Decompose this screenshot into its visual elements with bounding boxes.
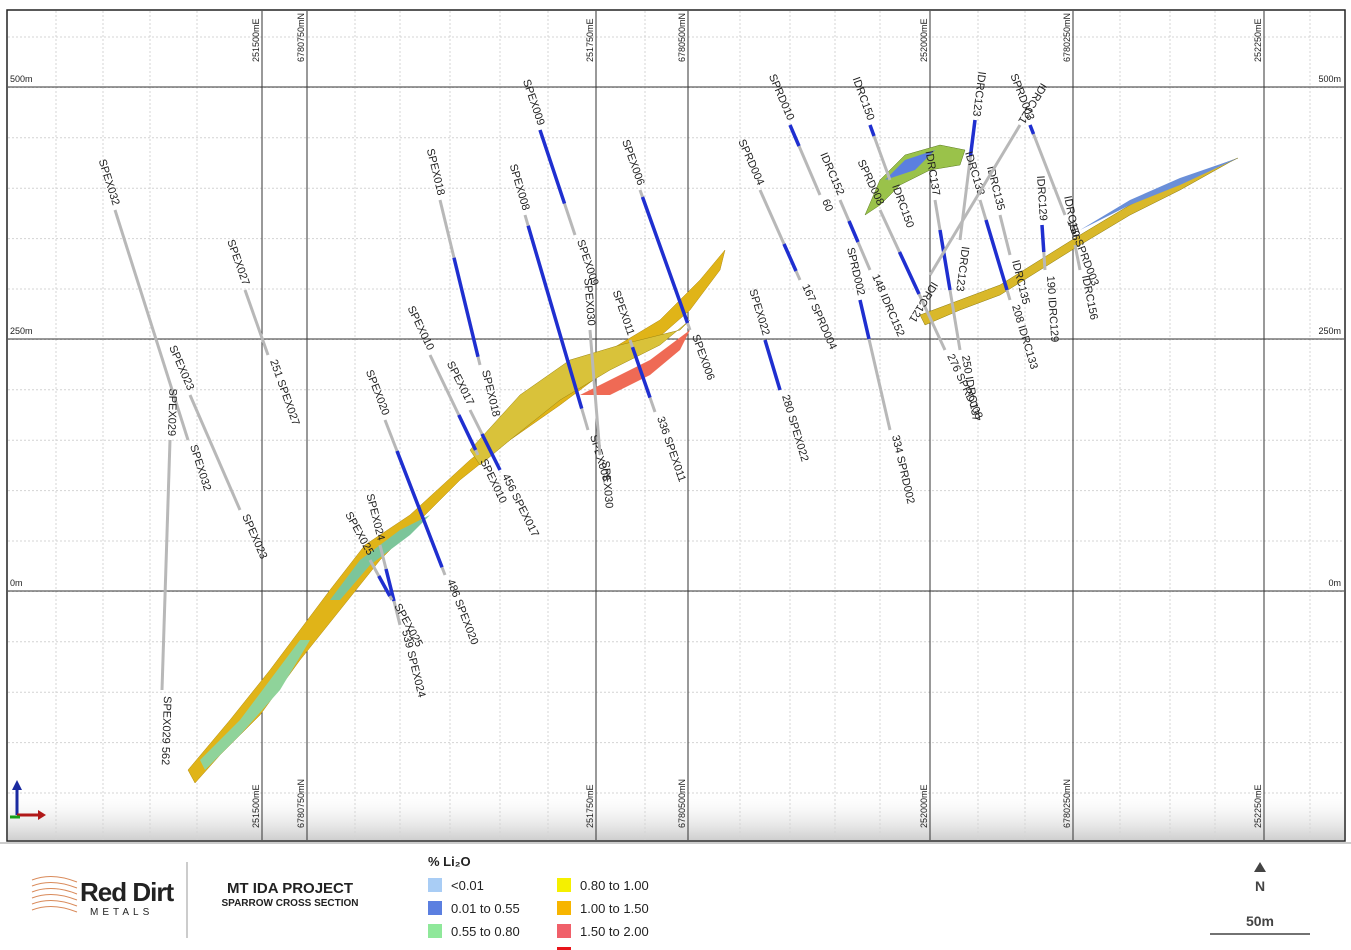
north-arrow	[1254, 862, 1266, 872]
elevation-label: 250m	[1318, 326, 1341, 336]
north-label: N	[1255, 878, 1265, 894]
elevation-label: 0m	[10, 578, 23, 588]
section-title: SPARROW CROSS SECTION	[221, 898, 358, 909]
legend-label: 1.50 to 2.00	[580, 924, 649, 939]
page: 500m 500m 250m 250m 0m 0m 251500mE 251500mE 6780…	[0, 0, 1351, 950]
map-floor	[8, 790, 1344, 840]
legend-swatch	[557, 878, 571, 892]
legend-label: 0.80 to 1.00	[580, 878, 649, 893]
legend-swatch	[428, 924, 442, 938]
map-frame	[7, 10, 1345, 841]
elevation-label: 0m	[1328, 578, 1341, 588]
coordinate-label: 252250mE	[1253, 784, 1263, 828]
legend-swatch	[557, 924, 571, 938]
coordinate-label: 252000mE	[919, 784, 929, 828]
coordinate-label: 6780750mN	[296, 13, 306, 62]
coordinate-label: 251500mE	[251, 784, 261, 828]
legend-swatch	[557, 901, 571, 915]
coordinate-label: 251750mE	[585, 784, 595, 828]
logo: Red Dirt METALS	[32, 876, 174, 918]
coordinate-label: 251750mE	[585, 18, 595, 62]
logo-mark	[32, 876, 77, 912]
cross-section: 500m 500m 250m 250m 0m 0m 251500mE 251500mE 6780…	[0, 0, 1351, 950]
scale-label: 50m	[1246, 913, 1274, 929]
coordinate-label: 252250mE	[1253, 18, 1263, 62]
elevation-label: 250m	[10, 326, 33, 336]
project-title: MT IDA PROJECT	[227, 880, 353, 897]
coordinate-label: 6780500mN	[677, 13, 687, 62]
elevation-label: 500m	[1318, 74, 1341, 84]
legend-swatch	[428, 901, 442, 915]
legend-label: 0.01 to 0.55	[451, 901, 520, 916]
legend: <0.01 0.01 to 0.55 0.55 to 0.80 0.80 to 1.0…	[428, 878, 649, 950]
legend-label: <0.01	[451, 878, 484, 893]
drill-intercept	[1042, 225, 1044, 252]
collar-label: SPEX029	[165, 388, 179, 436]
coordinate-label: 6780250mN	[1062, 779, 1072, 828]
legend-label: 0.55 to 0.80	[451, 924, 520, 939]
legend-title: % Li₂O	[428, 854, 471, 869]
legend-label: 1.00 to 1.50	[580, 901, 649, 916]
legend-swatch	[428, 878, 442, 892]
coordinate-label: 252000mE	[919, 18, 929, 62]
logo-subname: METALS	[90, 907, 153, 918]
end-label: SPEX029 562	[159, 696, 173, 765]
coordinate-label: 6780750mN	[296, 779, 306, 828]
logo-name: Red Dirt	[80, 877, 174, 907]
coordinate-label: 6780250mN	[1062, 13, 1072, 62]
coordinate-label: 6780500mN	[677, 779, 687, 828]
coordinate-label: 251500mE	[251, 18, 261, 62]
elevation-label: 500m	[10, 74, 33, 84]
